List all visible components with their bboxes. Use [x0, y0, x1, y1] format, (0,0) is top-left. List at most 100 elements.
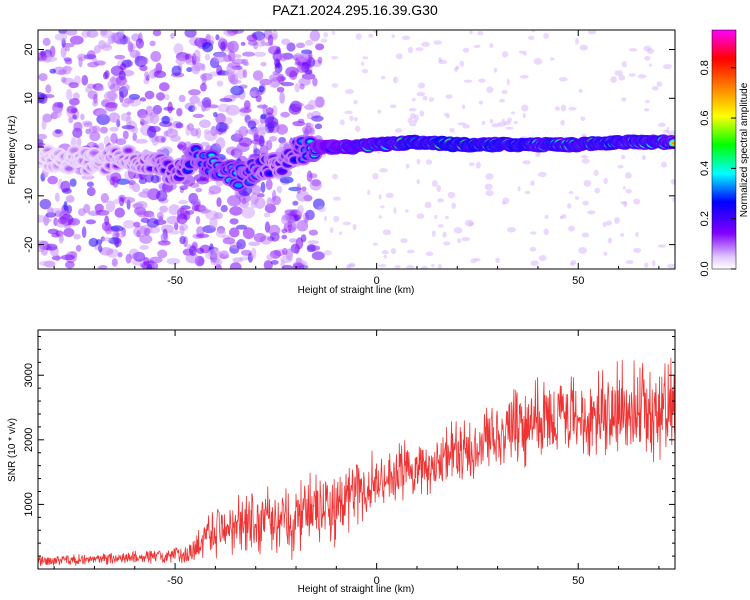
spectrogram-noise-blob [189, 95, 200, 104]
spectrogram-noise-blob [149, 40, 156, 47]
spectrogram-noise-blob [607, 237, 613, 244]
spectrogram-noise-blob [394, 128, 403, 133]
spectrogram-noise-blob [360, 61, 365, 66]
spectrogram-noise-blob [644, 107, 650, 112]
spectrogram-noise-blob [243, 61, 249, 67]
spectrogram-noise-blob [229, 262, 242, 269]
spectrogram-noise-blob [437, 263, 442, 269]
spectrogram-noise-blob [372, 242, 379, 246]
snr-frame [37, 329, 676, 570]
spectrogram-noise-blob [98, 245, 103, 253]
spectrogram-noise-blob [200, 142, 210, 147]
spectrogram-noise-blob [442, 241, 451, 246]
spectrogram-noise-blob [241, 206, 256, 219]
spectrogram-noise-blob [537, 171, 547, 178]
spectrogram-noise-blob [554, 106, 561, 111]
spectrogram-noise-blob [229, 74, 239, 85]
spectrogram-noise-blob [302, 125, 313, 135]
spectrogram-noise-blob [95, 109, 108, 117]
spectrogram-noise-blob [497, 121, 507, 127]
spectrogram-noise-blob [166, 215, 181, 225]
spectrogram-noise-blob [216, 64, 223, 76]
spectrogram-noise-blob [200, 82, 207, 92]
spectrogram-noise-blob [529, 246, 537, 252]
spectrogram-y-tick-label: 20 [23, 43, 35, 55]
spectrogram-noise-blob [603, 177, 608, 185]
spectrogram-noise-blob [148, 213, 156, 219]
spectrogram-noise-blob [421, 41, 430, 47]
spectrogram-noise-blob [220, 204, 228, 213]
spectrogram-noise-blob [621, 61, 627, 68]
colorbar-tick-label: 0.2 [699, 211, 711, 226]
spectrogram-noise-blob [445, 114, 450, 119]
spectrogram-noise-blob [257, 123, 266, 131]
spectrogram-noise-blob [417, 82, 426, 89]
spectrogram-noise-blob [58, 69, 67, 76]
spectrogram-noise-blob [66, 204, 73, 214]
spectrogram-noise-blob [100, 193, 109, 204]
spectrogram-noise-blob [628, 73, 636, 77]
spectrogram-noise-blob [368, 33, 374, 38]
spectrogram-noise-blob [408, 107, 417, 112]
spectrogram-noise-blob [157, 249, 168, 259]
spectrogram-noise-blob [581, 154, 588, 159]
spectrogram-noise-blob [231, 58, 246, 65]
spectrogram-ridge-mark [91, 151, 98, 155]
spectrogram-noise-blob [152, 104, 162, 115]
spectrogram-noise-blob [108, 112, 121, 123]
spectrogram-noise-blob [215, 137, 226, 150]
spectrogram-noise-blob [581, 158, 590, 164]
spectrogram-noise-blob [307, 245, 321, 252]
spectrogram-x-axis-label: Height of straight line (km) [298, 285, 415, 296]
spectrogram-noise-blob [354, 125, 361, 132]
spectrogram-noise-blob [558, 77, 568, 82]
spectrogram-noise-blob [620, 232, 625, 237]
spectrogram-noise-blob [124, 84, 130, 91]
spectrogram-noise-blob [560, 119, 565, 126]
spectrogram-noise-blob [233, 146, 244, 155]
spectrogram-noise-blob [250, 201, 258, 209]
spectrogram-noise-blob [656, 81, 663, 87]
spectrogram-noise-blob [161, 115, 170, 125]
spectrogram-noise-blob [218, 253, 229, 260]
spectrogram-noise-blob [445, 94, 453, 99]
spectrogram-noise-blob [135, 200, 148, 210]
spectrogram-noise-blob [138, 177, 148, 185]
spectrogram-noise-blob [315, 43, 325, 51]
spectrogram-noise-blob [353, 99, 358, 105]
spectrogram-noise-blob [323, 31, 329, 38]
spectrogram-noise-blob [491, 123, 500, 128]
spectrogram-noise-blob [309, 30, 321, 42]
spectrogram-noise-blob [276, 185, 283, 194]
spectrogram-noise-blob [228, 227, 240, 238]
spectrogram-noise-blob [437, 198, 445, 203]
spectrogram-noise-blob [587, 210, 596, 215]
spectrogram-noise-blob [64, 47, 70, 52]
spectrogram-noise-blob [170, 32, 175, 40]
spectrogram-noise-blob [578, 88, 583, 94]
spectrogram-noise-blob [285, 66, 299, 78]
spectrogram-noise-blob [139, 244, 149, 250]
spectrogram-noise-blob [135, 138, 148, 144]
spectrogram-noise-blob [377, 109, 382, 114]
spectrogram-noise-blob [623, 201, 628, 208]
spectrogram-noise-blob [53, 102, 61, 108]
spectrogram-noise-blob [461, 237, 470, 242]
spectrogram-noise-blob [119, 196, 125, 207]
spectrogram-noise-blob [121, 59, 133, 68]
spectrogram-noise-blob [260, 113, 267, 120]
spectrogram-noise-blob [662, 129, 669, 133]
spectrogram-noise-blob [281, 38, 291, 45]
spectrogram-noise-blob [258, 85, 265, 93]
spectrogram-noise-blob [144, 90, 155, 100]
spectrogram-ridge-mark [235, 183, 242, 187]
spectrogram-noise-blob [400, 238, 408, 244]
spectrogram-noise-blob [521, 104, 529, 112]
spectrogram-noise-blob [559, 215, 564, 220]
spectrogram-noise-blob [208, 185, 222, 195]
spectrogram-noise-blob [270, 259, 279, 265]
spectrogram-noise-blob [567, 203, 572, 209]
spectrogram-noise-blob [193, 49, 201, 61]
spectrogram-noise-blob [83, 203, 91, 214]
spectrogram-noise-blob [192, 106, 198, 111]
